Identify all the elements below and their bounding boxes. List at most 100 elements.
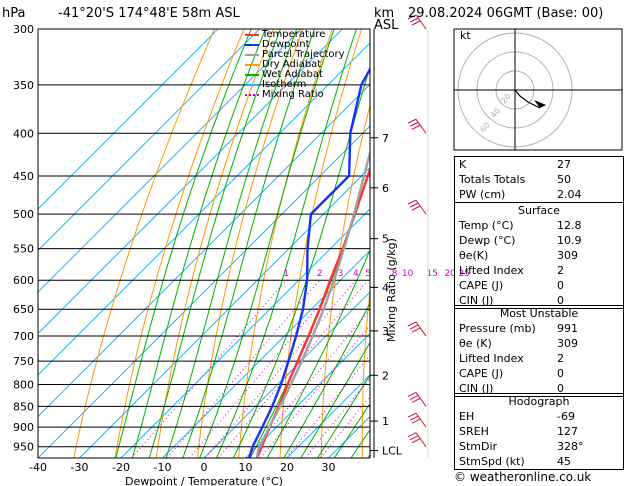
isotherm-line xyxy=(245,332,370,458)
row-value: 0 xyxy=(557,382,564,395)
pressure-tick-label: 350 xyxy=(13,79,34,92)
pressure-tick-label: 700 xyxy=(13,330,34,343)
wind-barb-flag xyxy=(411,124,421,130)
isotherm-line xyxy=(38,29,302,293)
most-unstable-table: Most Unstable Pressure (mb) 991 θe (K) 309… xyxy=(454,305,624,397)
mixing-ratio-line xyxy=(131,279,287,458)
wind-barb-flag xyxy=(407,321,417,327)
legend-swatch xyxy=(245,84,259,86)
row-value: 328° xyxy=(557,440,584,453)
datetime-title: 29.08.2024 06GMT (Base: 00) xyxy=(408,6,604,21)
wind-barb-flag xyxy=(411,20,421,26)
wet-adiabat-line xyxy=(182,29,315,458)
table-row: StmSpd (kt) 45 xyxy=(455,454,623,469)
legend-swatch xyxy=(245,34,259,36)
pressure-tick-label: 600 xyxy=(13,274,34,287)
mixing-ratio-line xyxy=(285,354,370,458)
mixing-ratio-label: 4 xyxy=(353,269,359,279)
row-label: CIN (J) xyxy=(459,382,494,395)
table-row: Dewp (°C) 10.9 xyxy=(455,233,623,248)
wind-barb-staff xyxy=(415,412,427,428)
row-value: 991 xyxy=(557,322,578,335)
mixing-ratio-line xyxy=(217,279,369,458)
isotherm-line xyxy=(162,249,370,458)
table-row: CIN (J) 0 xyxy=(455,293,623,308)
isotherm-line xyxy=(38,42,370,376)
wind-barb-flag xyxy=(411,418,421,424)
wet-adiabat-line xyxy=(232,65,370,458)
wind-barb-staff xyxy=(415,199,427,215)
legend-item: Parcel Trajectory xyxy=(245,50,345,60)
row-value: 12.8 xyxy=(557,219,582,232)
km-label: km xyxy=(374,6,395,21)
wet-adiabat-line xyxy=(131,29,266,458)
legend-item: Wet Adiabat xyxy=(245,70,345,80)
row-label: CAPE (J) xyxy=(459,367,504,380)
row-label: Pressure (mb) xyxy=(459,322,536,335)
temperature-tick-label: 0 xyxy=(201,461,208,474)
temperature-tick-label: 10 xyxy=(239,461,253,474)
pressure-tick-label: 500 xyxy=(13,208,34,221)
pressure-tick-label: 450 xyxy=(13,170,34,183)
row-label: StmDir xyxy=(459,440,498,453)
row-label: θe(K) xyxy=(459,249,489,262)
row-label: CIN (J) xyxy=(459,294,494,307)
row-value: 45 xyxy=(557,455,571,468)
mixing-ratio-label: 3 xyxy=(338,269,344,279)
hodograph-kt-label: kt xyxy=(460,29,471,42)
row-label: θe (K) xyxy=(459,337,492,350)
legend-label: Mixing Ratio xyxy=(262,89,324,100)
legend-label: Dry Adiabat xyxy=(262,59,322,70)
wind-barb-flag xyxy=(407,432,417,438)
isotherm-line xyxy=(38,83,370,418)
row-label: EH xyxy=(459,410,475,423)
row-value: 2 xyxy=(557,264,564,277)
row-value: 127 xyxy=(557,425,578,438)
table-row: Lifted Index 2 xyxy=(455,263,623,278)
row-value: 10.9 xyxy=(557,234,582,247)
plot-area xyxy=(38,29,370,458)
row-label: Dewp (°C) xyxy=(459,234,516,247)
table-row: CIN (J) 0 xyxy=(455,381,623,396)
pressure-tick-label: 950 xyxy=(13,441,34,454)
wind-barb-flag xyxy=(407,412,417,418)
table-row: CAPE (J) 0 xyxy=(455,366,623,381)
row-value: 50 xyxy=(557,173,571,186)
wet-adiabat-line xyxy=(300,341,370,458)
row-value: 27 xyxy=(557,158,571,171)
chart-legend: Temperature Dewpoint Parcel Trajectory Dry … xyxy=(245,30,345,100)
pressure-tick-label: 750 xyxy=(13,355,34,368)
legend-swatch xyxy=(245,44,259,46)
pressure-tick-label: 800 xyxy=(13,378,34,391)
legend-item: Isotherm xyxy=(245,80,345,90)
dry-adiabat-line xyxy=(114,29,245,458)
legend-label: Wet Adiabat xyxy=(262,69,323,80)
temperature-tick-label: -40 xyxy=(29,461,47,474)
mixing-ratio-label: 10 xyxy=(402,269,414,279)
km-tick-label: 6 xyxy=(382,182,389,195)
legend-label: Parcel Trajectory xyxy=(262,49,345,60)
dry-adiabat-line xyxy=(361,286,370,458)
wind-barb-flag xyxy=(407,14,417,20)
wind-barb xyxy=(407,321,427,337)
table-row: θe (K) 309 xyxy=(455,336,623,351)
table-row: StmDir 328° xyxy=(455,439,623,454)
dry-adiabat-line xyxy=(279,29,363,458)
wet-adiabat-line xyxy=(115,29,252,458)
pressure-tick-label: 300 xyxy=(13,23,34,36)
temperature-tick-label: 30 xyxy=(322,461,336,474)
row-label: Lifted Index xyxy=(459,352,524,365)
isotherm-line xyxy=(120,208,370,458)
table-row: SREH 127 xyxy=(455,424,623,439)
wet-adiabat-line xyxy=(333,402,370,458)
km-tick-label: 1 xyxy=(382,415,389,428)
temperature-tick-label: -30 xyxy=(71,461,89,474)
isotherm-line xyxy=(203,291,370,458)
wind-barb-flag xyxy=(409,394,419,400)
wind-barb-flag xyxy=(411,397,421,403)
pressure-tick-label: 550 xyxy=(13,243,34,256)
wind-barb-flag xyxy=(409,121,419,127)
wind-barb-flag xyxy=(409,415,419,421)
row-value: 309 xyxy=(557,337,578,350)
